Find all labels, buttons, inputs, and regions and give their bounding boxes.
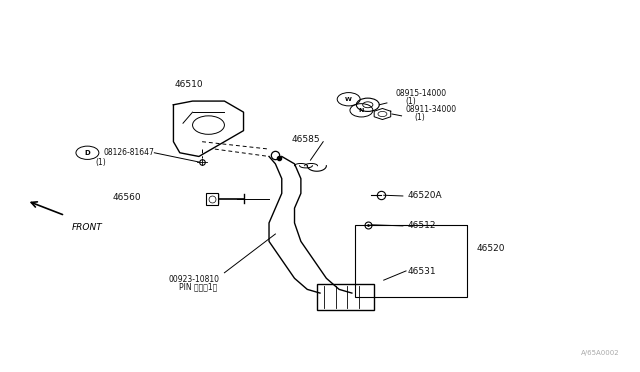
Text: 08911-34000: 08911-34000 (405, 105, 456, 114)
Text: 46585: 46585 (291, 135, 320, 144)
Text: N: N (359, 108, 364, 113)
Text: W: W (345, 97, 352, 102)
Text: 46512: 46512 (408, 221, 436, 230)
Text: 46520: 46520 (476, 244, 504, 253)
Text: 08915-14000: 08915-14000 (395, 89, 446, 98)
Text: (1): (1) (96, 157, 106, 167)
Text: D: D (84, 150, 90, 156)
Text: 08126-81647: 08126-81647 (103, 148, 154, 157)
Text: 00923-10810: 00923-10810 (169, 275, 220, 283)
FancyBboxPatch shape (317, 284, 374, 310)
Text: PIN ピン（1）: PIN ピン（1） (179, 282, 217, 291)
Text: (1): (1) (414, 113, 425, 122)
Text: 46531: 46531 (408, 267, 436, 276)
Text: 46520A: 46520A (408, 191, 443, 200)
Text: A/65A0002: A/65A0002 (581, 350, 620, 356)
Bar (355, 225, 467, 297)
Text: (1): (1) (405, 97, 416, 106)
Text: FRONT: FRONT (72, 223, 102, 232)
Text: 46560: 46560 (113, 193, 141, 202)
Text: 46510: 46510 (175, 80, 204, 89)
